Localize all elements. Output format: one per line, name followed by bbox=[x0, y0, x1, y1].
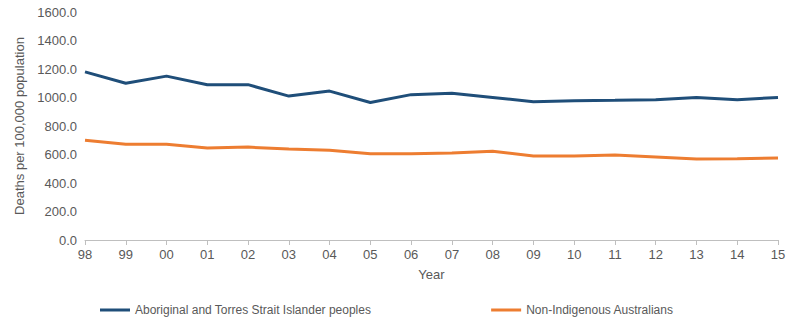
svg-text:1200.0: 1200.0 bbox=[37, 62, 77, 77]
svg-text:11: 11 bbox=[608, 247, 622, 262]
svg-text:0.0: 0.0 bbox=[59, 233, 77, 248]
svg-text:1000.0: 1000.0 bbox=[37, 90, 77, 105]
svg-text:Deaths per 100,000 population: Deaths per 100,000 population bbox=[12, 37, 27, 215]
svg-text:400.0: 400.0 bbox=[44, 176, 77, 191]
svg-text:Aboriginal and Torres Strait I: Aboriginal and Torres Strait Islander pe… bbox=[135, 303, 371, 317]
svg-text:02: 02 bbox=[241, 247, 255, 262]
svg-text:05: 05 bbox=[363, 247, 377, 262]
svg-text:15: 15 bbox=[771, 247, 785, 262]
svg-text:600.0: 600.0 bbox=[44, 147, 77, 162]
svg-text:13: 13 bbox=[689, 247, 703, 262]
svg-text:07: 07 bbox=[445, 247, 459, 262]
svg-text:200.0: 200.0 bbox=[44, 204, 77, 219]
svg-text:12: 12 bbox=[648, 247, 662, 262]
svg-text:03: 03 bbox=[282, 247, 296, 262]
svg-text:800.0: 800.0 bbox=[44, 119, 77, 134]
svg-text:00: 00 bbox=[159, 247, 173, 262]
svg-text:99: 99 bbox=[119, 247, 133, 262]
svg-text:1600.0: 1600.0 bbox=[37, 5, 77, 20]
svg-text:04: 04 bbox=[322, 247, 336, 262]
svg-text:1400.0: 1400.0 bbox=[37, 33, 77, 48]
svg-text:08: 08 bbox=[485, 247, 499, 262]
svg-text:Year: Year bbox=[418, 267, 445, 282]
svg-text:Non-Indigenous Australians: Non-Indigenous Australians bbox=[526, 303, 673, 317]
svg-text:06: 06 bbox=[404, 247, 418, 262]
svg-text:10: 10 bbox=[567, 247, 581, 262]
svg-text:01: 01 bbox=[200, 247, 214, 262]
svg-text:98: 98 bbox=[78, 247, 92, 262]
svg-text:14: 14 bbox=[730, 247, 744, 262]
svg-text:09: 09 bbox=[526, 247, 540, 262]
